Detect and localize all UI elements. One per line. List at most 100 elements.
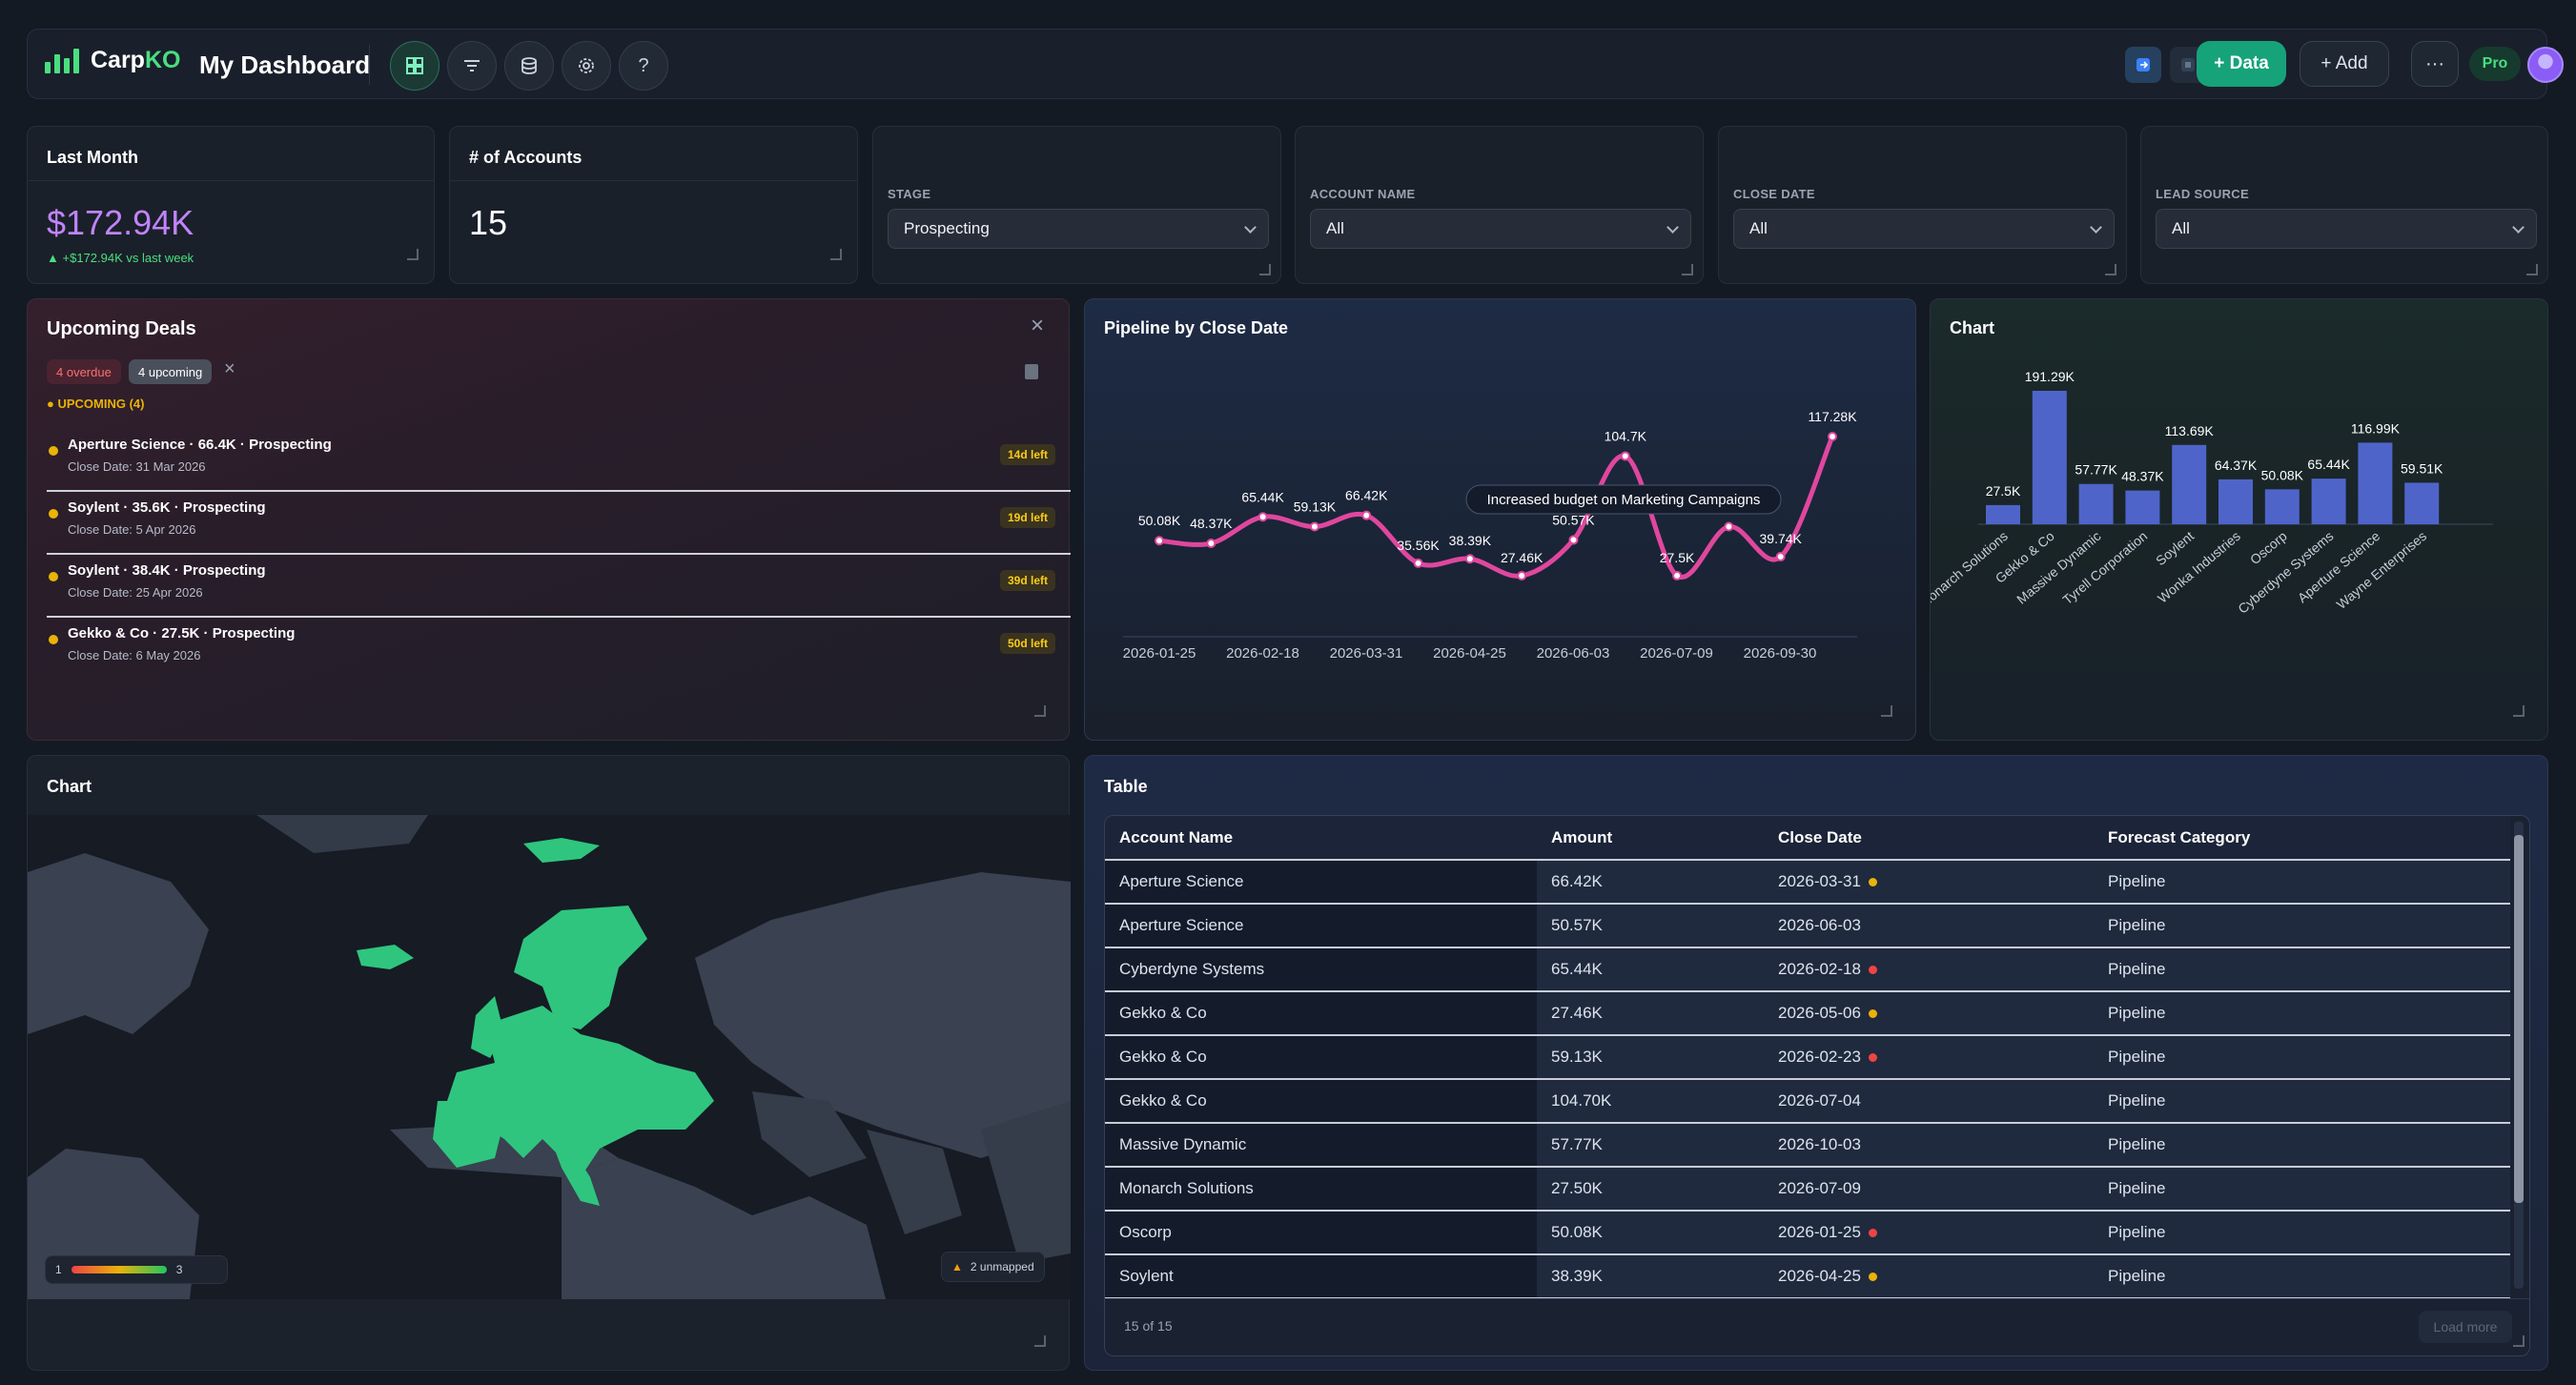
more-options-button[interactable]: ··· [2411,41,2459,87]
trend-up-icon: ▲ [47,251,59,265]
bar[interactable] [2358,442,2393,524]
bar[interactable] [2264,489,2300,524]
close-icon[interactable]: × [1030,313,1044,338]
deal-item[interactable]: Soylent · 38.4K · Prospecting Close Date… [47,555,1071,618]
close-date-select[interactable]: All [1733,209,2115,249]
map-region-svalbard[interactable] [523,838,600,863]
clear-filter-icon[interactable]: × [224,358,235,379]
add-data-button[interactable]: + Data [2197,41,2286,87]
column-header-amount[interactable]: Amount [1537,816,1764,861]
table-row[interactable]: Gekko & Co 27.46K 2026-05-06 Pipeline [1105,991,2510,1036]
cell-account: Oscorp [1105,1211,1537,1255]
map-region-scandinavia[interactable] [514,906,647,1029]
help-button[interactable]: ? [619,41,668,91]
chevron-down-icon [1666,220,1679,234]
stage-select[interactable]: Prospecting [888,209,1269,249]
x-tick-label: 2026-03-31 [1330,645,1403,662]
bar[interactable] [2032,391,2067,524]
resize-handle[interactable] [407,249,419,260]
map-region-uk[interactable] [471,996,504,1058]
bar[interactable] [2172,444,2207,524]
data-label: 65.44K [1241,489,1284,504]
overdue-filter[interactable]: 4 overdue [47,359,121,384]
filter-button[interactable] [447,41,497,91]
world-map[interactable] [28,815,1071,1299]
cell-amount: 57.77K [1537,1123,1764,1168]
resize-handle[interactable] [2526,264,2538,275]
map-region-iberia[interactable] [433,1101,504,1168]
table-row[interactable]: Aperture Science 66.42K 2026-03-31 Pipeline [1105,860,2510,905]
settings-button[interactable] [562,41,611,91]
data-point[interactable] [1828,432,1837,441]
table-row[interactable]: Soylent 38.39K 2026-04-25 Pipeline [1105,1254,2510,1299]
table-row[interactable]: Gekko & Co 104.70K 2026-07-04 Pipeline [1105,1079,2510,1124]
bar-value-label: 65.44K [2307,457,2350,472]
resize-handle[interactable] [1259,264,1271,275]
data-point[interactable] [1517,571,1527,580]
data-point[interactable] [1620,451,1630,461]
resize-handle[interactable] [1034,705,1046,717]
bar-value-label: 50.08K [2261,467,2304,482]
bar[interactable] [2218,479,2253,524]
layout-button[interactable] [390,41,440,91]
data-point[interactable] [1361,510,1372,520]
data-point[interactable] [1568,535,1579,545]
data-point[interactable] [1724,521,1734,532]
calendar-icon[interactable] [1025,364,1038,379]
resize-handle[interactable] [1682,264,1693,275]
scrollbar-thumb[interactable] [2514,835,2524,1203]
lead-source-select[interactable]: All [2156,209,2537,249]
deal-item[interactable]: Gekko & Co · 27.5K · Prospecting Close D… [47,618,1071,681]
bar[interactable] [2078,483,2114,524]
resize-handle[interactable] [1034,1335,1046,1347]
deal-item[interactable]: Soylent · 35.6K · Prospecting Close Date… [47,492,1071,555]
map-region-iceland[interactable] [357,945,414,969]
column-header-account[interactable]: Account Name [1105,816,1537,861]
cell-forecast: Pipeline [2094,1254,2510,1299]
bar[interactable] [2125,490,2160,524]
bar[interactable] [2311,479,2346,524]
table-row[interactable]: Oscorp 50.08K 2026-01-25 Pipeline [1105,1211,2510,1255]
data-point[interactable] [1206,539,1216,549]
database-button[interactable] [504,41,554,91]
resize-handle[interactable] [2513,1335,2525,1347]
avatar[interactable] [2527,47,2564,83]
resize-handle[interactable] [2513,705,2525,717]
column-header-forecast[interactable]: Forecast Category [2094,816,2510,861]
deal-name: Soylent · 38.4K · Prospecting [68,562,266,579]
deal-item[interactable]: Aperture Science · 66.4K · Prospecting C… [47,429,1071,492]
upcoming-filter[interactable]: 4 upcoming [129,359,213,384]
data-point[interactable] [1413,558,1423,568]
column-header-close-date[interactable]: Close Date [1764,816,2094,861]
data-point[interactable] [1672,570,1683,580]
unmapped-badge[interactable]: ▲ 2 unmapped [941,1252,1045,1282]
data-point[interactable] [1309,521,1319,532]
resize-handle[interactable] [2105,264,2116,275]
bar[interactable] [2404,482,2440,524]
load-more-button[interactable]: Load more [2419,1311,2512,1343]
table-row[interactable]: Cyberdyne Systems 65.44K 2026-02-18 Pipelin… [1105,947,2510,992]
resize-handle[interactable] [830,249,842,260]
map-region-europe[interactable] [447,1006,714,1177]
brand-logo[interactable]: CarpKO [45,47,180,74]
sync-button[interactable] [2125,47,2161,83]
table-row[interactable]: Gekko & Co 59.13K 2026-02-23 Pipeline [1105,1035,2510,1080]
kpi-accounts: # of Accounts 15 [449,126,858,284]
table-row[interactable]: Massive Dynamic 57.77K 2026-10-03 Pipeline [1105,1123,2510,1168]
bar[interactable] [1986,504,2020,524]
data-label: 66.42K [1345,488,1388,503]
data-point[interactable] [1464,554,1475,564]
data-label: 39.74K [1760,531,1803,546]
add-widget-button[interactable]: + Add [2300,41,2389,87]
annotation-bubble[interactable] [1465,484,1782,515]
account-name-select[interactable]: All [1310,209,1691,249]
resize-handle[interactable] [1881,705,1892,717]
map-region-italy[interactable] [547,1130,600,1206]
bar-chart-icon [45,48,79,73]
table-row[interactable]: Monarch Solutions 27.50K 2026-07-09 Pipelin… [1105,1167,2510,1212]
data-point[interactable] [1257,512,1268,522]
data-point[interactable] [1155,536,1164,546]
table-row[interactable]: Aperture Science 50.57K 2026-06-03 Pipeline [1105,904,2510,948]
data-point[interactable] [1775,552,1786,562]
cell-account: Gekko & Co [1105,1079,1537,1124]
